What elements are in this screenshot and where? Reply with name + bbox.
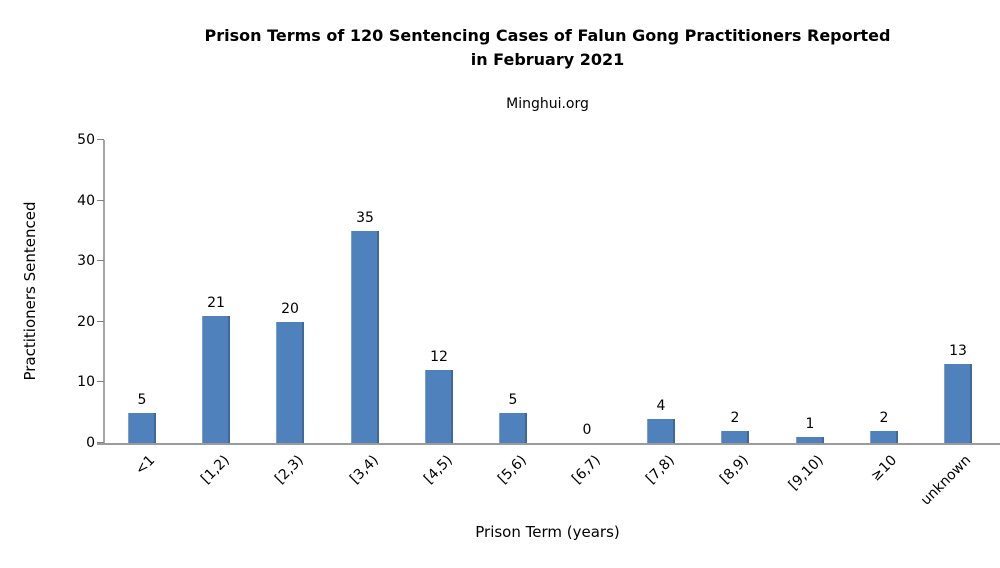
bar [647, 419, 675, 443]
y-tick-label: 10 [77, 374, 95, 391]
x-axis-title: Prison Term (years) [475, 523, 620, 541]
bar [128, 413, 156, 443]
y-tick-mark [97, 199, 104, 201]
x-tick-label: [6,7) [568, 452, 604, 488]
bar-value-label: 2 [879, 410, 889, 426]
x-tick-label: [8,9) [716, 452, 752, 488]
y-tick-mark [97, 260, 104, 262]
bar [870, 431, 898, 443]
y-tick-label: 50 [77, 132, 95, 148]
bar-value-label: 0 [582, 422, 592, 438]
bar [721, 431, 749, 443]
bar-value-label: 5 [137, 392, 147, 408]
bar-value-label: 1 [805, 416, 815, 432]
chart-title: Prison Terms of 120 Sentencing Cases of … [95, 24, 1000, 72]
bar-value-label: 20 [281, 301, 299, 317]
y-tick-mark [97, 381, 104, 383]
y-tick-label: 0 [86, 435, 95, 451]
x-tick-label: [3,4) [346, 452, 382, 488]
x-tick-label: ≥10 [868, 452, 901, 485]
bar-value-label: 13 [949, 343, 967, 359]
bar [499, 413, 527, 443]
bar [351, 231, 379, 443]
x-tick-label: [4,5) [420, 452, 456, 488]
x-tick-label: unknown [918, 452, 975, 509]
y-axis-line [103, 140, 105, 443]
chart-title-line-1: Prison Terms of 120 Sentencing Cases of … [204, 26, 891, 45]
y-tick-label: 20 [77, 313, 95, 330]
chart-title-line-2: in February 2021 [470, 50, 625, 69]
bar [796, 437, 824, 443]
bar [944, 364, 972, 443]
x-tick-label: [5,6) [494, 452, 530, 488]
x-tick-label: [1,2) [197, 452, 233, 488]
y-tick-mark [97, 139, 104, 140]
bar [425, 370, 453, 443]
x-axis-line [97, 443, 1000, 445]
bar-value-label: 4 [656, 398, 666, 414]
bar-value-label: 5 [508, 392, 518, 408]
chart-subtitle: Minghui.org [506, 96, 589, 112]
x-tick-label: <1 [132, 452, 159, 479]
bar [202, 316, 230, 443]
x-tick-label: [2,3) [271, 452, 307, 488]
bar [276, 322, 304, 443]
plot-area: 5 21 20 35 12 5 0 4 2 1 2 13 [105, 140, 995, 443]
y-axis-title: Practitioners Sentenced [21, 201, 39, 381]
bar-value-label: 35 [356, 210, 374, 226]
y-tick-mark [97, 320, 104, 322]
bar-value-label: 12 [430, 349, 448, 365]
x-tick-label: [9,10) [785, 452, 827, 494]
y-tick-mark [97, 442, 104, 443]
bar-value-label: 21 [207, 295, 225, 311]
x-tick-label: [7,8) [642, 452, 678, 488]
bar-value-label: 2 [730, 410, 740, 426]
y-tick-label: 40 [77, 192, 95, 209]
y-tick-label: 30 [77, 253, 95, 270]
